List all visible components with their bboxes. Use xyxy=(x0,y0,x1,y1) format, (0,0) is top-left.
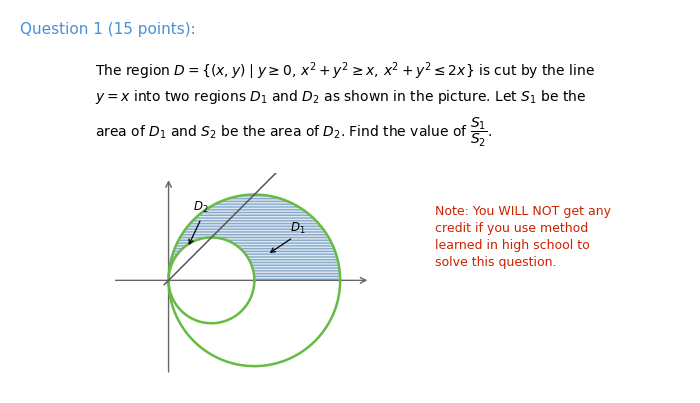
Text: Question 1 (15 points):: Question 1 (15 points): xyxy=(20,22,196,37)
Text: area of $D_1$ and $S_2$ be the area of $D_2$. Find the value of $\dfrac{S_1}{S_2: area of $D_1$ and $S_2$ be the area of $… xyxy=(95,116,492,149)
Text: $D_1$: $D_1$ xyxy=(290,220,306,236)
Text: The region $D=\{(x,y)\mid y\geq 0,\,x^2+y^2\geq x,\,x^2+y^2\leq 2x\}$ is cut by : The region $D=\{(x,y)\mid y\geq 0,\,x^2+… xyxy=(95,60,595,81)
Text: credit if you use method: credit if you use method xyxy=(435,222,588,235)
Text: $D_2$: $D_2$ xyxy=(193,200,208,215)
Text: $y=x$ into two regions $D_1$ and $D_2$ as shown in the picture. Let $S_1$ be the: $y=x$ into two regions $D_1$ and $D_2$ a… xyxy=(95,88,587,106)
Text: learned in high school to: learned in high school to xyxy=(435,239,589,252)
Text: solve this question.: solve this question. xyxy=(435,256,556,269)
Text: Note: You WILL NOT get any: Note: You WILL NOT get any xyxy=(435,205,611,218)
